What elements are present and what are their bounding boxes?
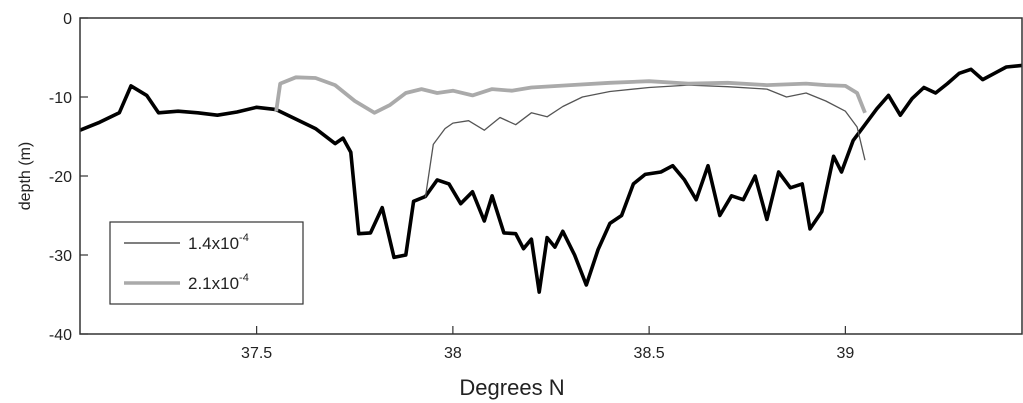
x-tick-label: 39 [836, 345, 854, 362]
legend-label-1: 2.1x10-4 [188, 272, 249, 293]
y-tick-label: -30 [49, 248, 72, 265]
series-layer [80, 63, 1022, 294]
y-tick-label: -40 [49, 327, 72, 344]
series-line-1 [424, 84, 866, 198]
x-tick-label: 38 [444, 345, 462, 362]
legend-box [109, 221, 304, 305]
series-line-2 [274, 75, 867, 115]
x-tick-label: 37.5 [241, 345, 272, 362]
legend: 1.4x10-4 2.1x10-4 [109, 221, 304, 305]
y-tick-label: -10 [49, 90, 72, 107]
series-line-0 [80, 63, 1022, 294]
x-axis-title: Degrees N [459, 375, 564, 400]
y-axis-title: depth (m) [17, 142, 34, 210]
x-tick-label: 38.5 [634, 345, 665, 362]
y-tick-label: -20 [49, 169, 72, 186]
legend-label-0: 1.4x10-4 [188, 232, 249, 253]
y-tick-label: 0 [63, 11, 72, 28]
ticks-layer: 37.5 38 38.5 39 0 -10 -20 -30 -40 [49, 11, 855, 362]
